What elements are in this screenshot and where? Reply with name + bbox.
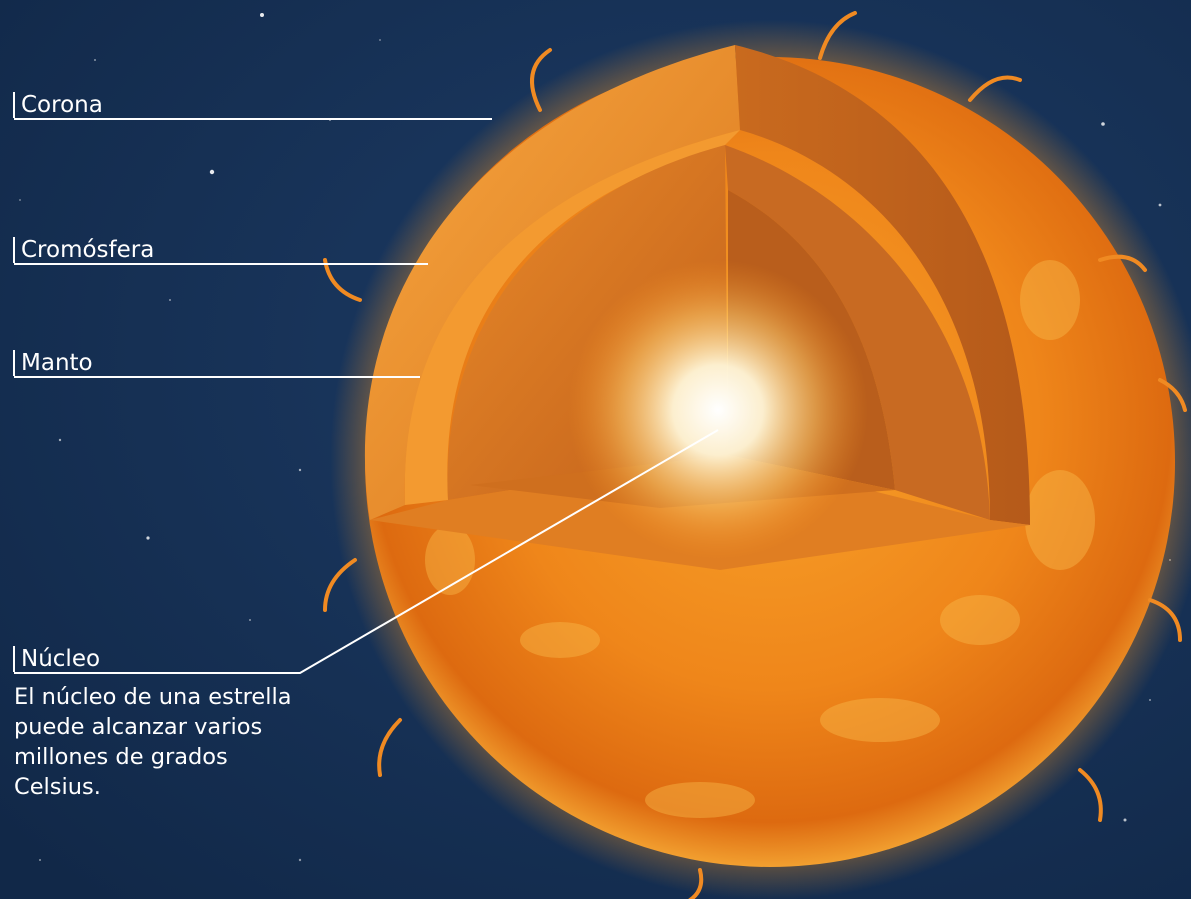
nucleo-description: El núcleo de una estrella puede alcanzar…	[14, 682, 314, 802]
corona-label: Corona	[13, 92, 103, 118]
cromosfera-label: Cromósfera	[13, 237, 154, 263]
core-glow	[568, 260, 868, 560]
nucleo-label: Núcleo	[13, 646, 100, 672]
manto-label: Manto	[13, 350, 93, 376]
